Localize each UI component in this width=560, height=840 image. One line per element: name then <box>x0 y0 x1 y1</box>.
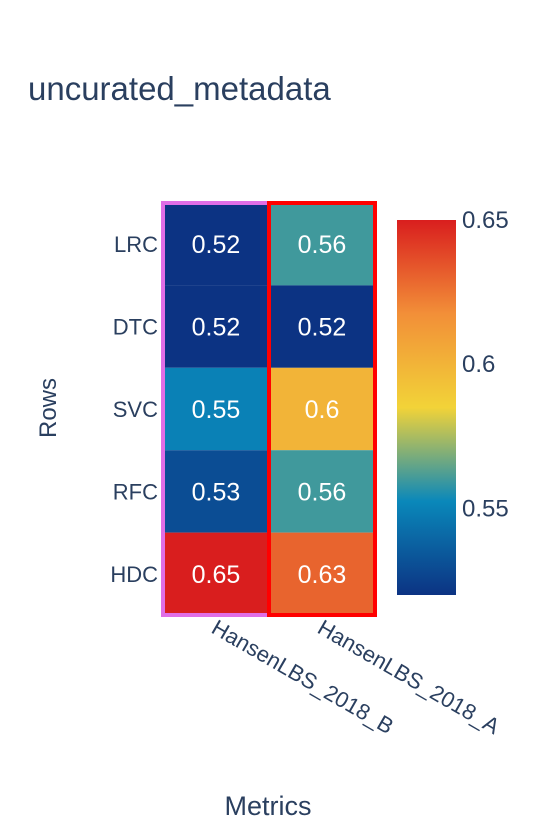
cell-value-label: 0.55 <box>192 396 241 424</box>
x-tick-label-hansenlbs-2018-b: HansenLBS_2018_B <box>208 615 398 739</box>
colorbar-tick-0-65: 0.65 <box>462 207 509 234</box>
column-highlights <box>161 201 377 617</box>
cell-value-label: 0.52 <box>192 314 241 342</box>
cell-value-label: 0.53 <box>192 478 241 506</box>
cell-value-label: 0.52 <box>298 314 347 342</box>
cell-value-label: 0.52 <box>192 231 241 259</box>
cell-svc-hansenlbs-2018-b <box>163 367 269 451</box>
cell-value-label: 0.65 <box>192 561 241 589</box>
cell-dtc-hansenlbs-2018-b <box>163 285 269 368</box>
cell-hdc-hansenlbs-2018-a <box>269 532 375 615</box>
cell-svc-hansenlbs-2018-a <box>269 367 375 451</box>
colorbar-tick-0-6: 0.6 <box>462 351 495 378</box>
colorbar <box>397 220 456 595</box>
y-tick-label-rfc: RFC <box>113 479 158 504</box>
x-tick-label-hansenlbs-2018-a: HansenLBS_2018_A <box>314 615 505 740</box>
cell-labels: 0.52 0.56 0.52 0.52 0.55 0.6 0.53 0.56 0.65 0.63 <box>192 231 347 589</box>
x-axis-label: Metrics <box>225 791 312 821</box>
colorbar-tick-labels: 0.65 0.6 0.55 <box>462 207 509 522</box>
cell-rfc-hansenlbs-2018-a <box>269 450 375 533</box>
cell-dtc-hansenlbs-2018-a <box>269 285 375 368</box>
highlight-box-hansenlbs-2018-a <box>267 201 377 617</box>
cell-value-label: 0.6 <box>305 396 340 424</box>
cell-lrc-hansenlbs-2018-a <box>269 203 375 286</box>
cell-lrc-hansenlbs-2018-b <box>163 203 269 286</box>
y-tick-label-dtc: DTC <box>113 315 158 340</box>
cell-value-label: 0.56 <box>298 231 347 259</box>
cell-value-label: 0.63 <box>298 561 347 589</box>
cell-value-label: 0.56 <box>298 478 347 506</box>
cell-rfc-hansenlbs-2018-b <box>163 450 269 533</box>
chart-title: uncurated_metadata <box>28 70 331 107</box>
y-axis-label: Rows <box>35 378 62 438</box>
y-tick-label-hdc: HDC <box>110 562 158 587</box>
y-tick-label-lrc: LRC <box>114 232 158 257</box>
cell-hdc-hansenlbs-2018-b <box>163 532 269 615</box>
y-axis-tick-labels: LRC DTC SVC RFC HDC <box>110 232 158 587</box>
heatmap-cells <box>163 203 375 615</box>
y-tick-label-svc: SVC <box>113 397 158 422</box>
colorbar-tick-0-55: 0.55 <box>462 495 509 522</box>
